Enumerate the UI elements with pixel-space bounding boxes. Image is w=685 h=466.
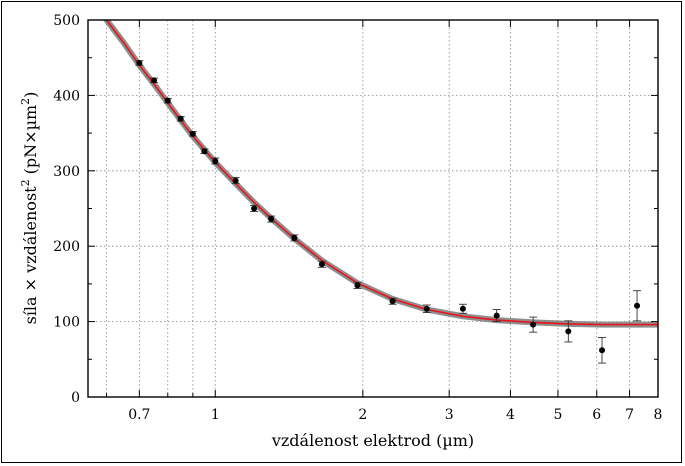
- data-point: [422, 304, 431, 314]
- data-point-marker: [565, 328, 572, 335]
- data-points: [135, 59, 642, 364]
- axes: 0.7 1 2 3 4 5 6 7 8 0 100 200 300 400 500: [53, 13, 662, 423]
- data-point: [163, 97, 172, 104]
- y-tick-label: 0: [71, 390, 80, 406]
- data-point-marker: [599, 347, 606, 354]
- data-point-marker: [634, 302, 641, 309]
- data-point-marker: [177, 115, 184, 122]
- data-point: [135, 59, 144, 66]
- data-point: [353, 281, 362, 289]
- data-point-marker: [318, 261, 325, 268]
- data-point: [317, 260, 326, 268]
- data-point: [633, 290, 642, 322]
- data-point-marker: [164, 97, 171, 104]
- data-point-marker: [423, 305, 430, 312]
- y-tick-label: 300: [53, 164, 80, 180]
- x-tick-label: 4: [506, 407, 515, 423]
- data-point: [211, 157, 220, 165]
- data-point-marker: [493, 312, 500, 319]
- data-point-marker: [201, 148, 208, 155]
- data-point: [200, 148, 209, 155]
- fit-confidence-band: [102, 20, 658, 328]
- y-axis-title-unit: (pN×µm: [21, 105, 40, 180]
- data-point: [458, 303, 467, 314]
- x-tick-label: 8: [654, 407, 663, 423]
- x-tick-label: 2: [358, 407, 367, 423]
- data-point: [250, 205, 259, 212]
- y-axis-title: síla × vzdálenost2 (pN×µm2): [19, 92, 40, 325]
- grid-lines: [88, 20, 658, 397]
- data-point-marker: [189, 130, 196, 137]
- data-point: [150, 77, 159, 84]
- data-point-marker: [354, 282, 361, 289]
- data-point: [529, 316, 538, 333]
- data-point-marker: [268, 216, 275, 223]
- data-point: [188, 130, 197, 137]
- x-tick-label: 0.7: [128, 407, 150, 423]
- data-point: [231, 177, 240, 185]
- fit-curve: [105, 20, 658, 326]
- y-tick-label: 500: [53, 13, 80, 29]
- data-point-marker: [389, 298, 396, 305]
- fit-layer: [102, 20, 658, 328]
- x-tick-label: 5: [553, 407, 562, 423]
- x-tick-label: 3: [445, 407, 454, 423]
- data-point-marker: [251, 205, 258, 212]
- data-point-marker: [212, 157, 219, 164]
- data-point-marker: [136, 59, 143, 66]
- data-point: [564, 320, 573, 343]
- data-point-marker: [151, 77, 158, 84]
- x-tick-label: 7: [625, 407, 634, 423]
- x-tick-label: 6: [592, 407, 601, 423]
- data-point: [598, 336, 607, 364]
- data-point: [492, 309, 501, 323]
- data-point-marker: [459, 305, 466, 312]
- data-point: [267, 215, 276, 223]
- y-axis-title-unit-sup: 2: [19, 98, 32, 105]
- y-tick-label: 400: [53, 88, 80, 104]
- plot-area-border: [87, 19, 659, 398]
- data-point: [176, 115, 185, 122]
- data-point: [290, 234, 299, 242]
- data-point-marker: [530, 321, 537, 328]
- data-point: [388, 297, 397, 305]
- y-tick-label: 200: [53, 239, 80, 255]
- y-axis-title-unit-close: ): [21, 92, 40, 98]
- y-axis-title-sup: 2: [19, 179, 32, 186]
- x-tick-label: 1: [211, 407, 220, 423]
- x-axis-title: vzdálenost elektrod (µm): [271, 431, 474, 450]
- y-tick-label: 100: [53, 315, 80, 331]
- data-point-marker: [232, 177, 239, 184]
- data-point-marker: [291, 234, 298, 241]
- y-axis-title-main: síla × vzdálenost: [21, 186, 40, 325]
